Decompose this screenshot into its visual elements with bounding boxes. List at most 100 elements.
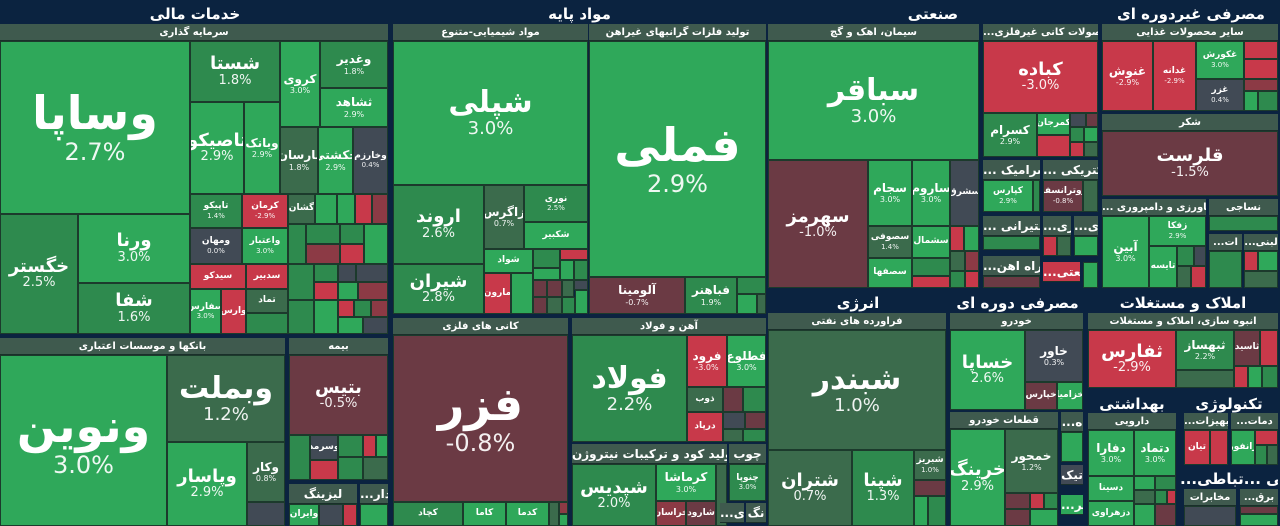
tile-zob[interactable]: ذوب — [687, 387, 723, 412]
tile-abin[interactable]: آبین 3.0% — [1102, 216, 1149, 288]
tile-kermasha[interactable]: کرماشا 3.0% — [656, 464, 716, 501]
tile-small[interactable] — [574, 280, 588, 290]
tile-small[interactable] — [1234, 366, 1248, 388]
tile-dsina[interactable]: دسینا — [1088, 476, 1134, 501]
industry-title-steel[interactable]: آهن و فولاد — [572, 318, 766, 335]
tile-shiran[interactable]: شیران 2.8% — [393, 264, 484, 314]
tile-small[interactable] — [1244, 59, 1278, 79]
tile-shasta[interactable]: شستا 1.8% — [190, 41, 280, 102]
tile-small[interactable] — [306, 244, 340, 264]
tile-small[interactable] — [1258, 251, 1278, 271]
tile-kechad[interactable]: کچاد — [393, 502, 463, 526]
tile-small[interactable] — [1244, 41, 1278, 59]
tile-shoad[interactable]: شواد — [484, 249, 533, 273]
tile-thehsaz[interactable]: ثبهساز 2.2% — [1176, 330, 1234, 370]
sector-title-telecom[interactable]: ...اهی ...تباطی — [1180, 470, 1278, 488]
tile-small[interactable] — [1134, 504, 1155, 526]
tile-shekbir[interactable]: شکبیر — [524, 222, 588, 249]
tile-small[interactable] — [1155, 490, 1167, 504]
tile-sesufi[interactable]: سصوفی 1.4% — [868, 226, 912, 258]
tile-small[interactable] — [1005, 493, 1030, 509]
tile-noori[interactable]: نوری 2.5% — [524, 185, 588, 222]
tile-small[interactable] — [1244, 79, 1278, 91]
tile-small[interactable] — [547, 280, 562, 297]
tile-small[interactable] — [950, 251, 965, 271]
tile-vabank[interactable]: وبانک 2.9% — [244, 102, 280, 194]
tile-sesfaha[interactable]: سصفها — [868, 258, 912, 288]
industry-title-misc3[interactable]: ...نعتی — [1043, 262, 1080, 282]
industry-title-chemicals[interactable]: مواد شیمیایی-متنوع — [393, 24, 588, 41]
tile-small[interactable] — [246, 313, 288, 334]
tile-small[interactable] — [743, 387, 766, 412]
tile-small[interactable] — [1033, 180, 1040, 212]
tile-small[interactable] — [743, 429, 766, 442]
tile-small[interactable] — [914, 496, 928, 526]
tile-seydko[interactable]: سیدکو — [190, 264, 246, 289]
tile-shpadis[interactable]: شپدیس 2.0% — [572, 464, 656, 526]
tile-small[interactable] — [547, 297, 562, 314]
tile-small[interactable] — [1244, 271, 1278, 288]
tile-shabandar[interactable]: شبندر 1.0% — [768, 330, 946, 450]
tile-small[interactable] — [1061, 432, 1083, 462]
tile-small[interactable] — [338, 457, 363, 480]
industry-title-banks[interactable]: بانکها و موسسات اعتباری — [0, 338, 285, 355]
industry-title-metal-ores[interactable]: کانی های فلزی — [393, 318, 568, 335]
tile-temad[interactable]: تماد — [246, 289, 288, 313]
tile-small[interactable] — [1070, 113, 1086, 127]
tile-small[interactable] — [363, 435, 376, 457]
industry-title-food[interactable]: سایر محصولات غذایی — [1102, 24, 1278, 41]
tile-sarum[interactable]: ساروم 3.0% — [912, 160, 950, 226]
tile-kama[interactable]: کاما — [463, 502, 506, 526]
industry-title-misc2[interactable]: ...لبنی — [1244, 234, 1278, 251]
sector-title-basic-materials[interactable]: مواد پایه — [548, 5, 611, 23]
tile-small[interactable] — [1248, 366, 1262, 388]
tile-small[interactable] — [1176, 370, 1234, 388]
tile-small[interactable] — [511, 273, 533, 314]
tile-khpars[interactable]: خپارس — [1025, 382, 1057, 410]
tile-small[interactable] — [1177, 246, 1194, 266]
tile-fiahenar[interactable]: فباهنر 1.9% — [685, 277, 737, 314]
tile-ghazaneh[interactable]: غدانه -2.9% — [1153, 41, 1196, 111]
industry-title-nonmetal[interactable]: ...حصولات کانی غیرفلزی — [983, 24, 1098, 41]
tile-vnovin[interactable]: ونوین 3.0% — [0, 355, 167, 526]
tile-ghanoosh[interactable]: غنوش -2.9% — [1102, 41, 1153, 111]
industry-title-ceramic[interactable]: ... و سرامیک — [983, 160, 1040, 180]
sector-title-real-estate[interactable]: املاک و مستغلات — [1119, 294, 1247, 312]
tile-small[interactable] — [983, 276, 1040, 288]
tile-small[interactable] — [1184, 506, 1236, 526]
tile-small[interactable] — [1255, 445, 1267, 465]
tile-alumina[interactable]: آلومینا -0.7% — [589, 277, 685, 314]
tile-small[interactable] — [1255, 430, 1278, 445]
industry-title-investment[interactable]: سرمایه گذاری — [0, 24, 388, 41]
tile-ghazar[interactable]: غزر 0.4% — [1196, 79, 1244, 111]
tile-small[interactable] — [343, 504, 357, 526]
tile-small[interactable] — [559, 514, 568, 526]
tile-small[interactable] — [1262, 366, 1278, 388]
tile-small[interactable] — [559, 502, 568, 514]
tile-shetran[interactable]: شتران 0.7% — [768, 450, 852, 526]
tile-dzahravi[interactable]: دزهراوی — [1088, 501, 1134, 526]
tile-small[interactable] — [1244, 91, 1258, 111]
industry-title-wood[interactable]: چوب — [729, 444, 766, 464]
tile-shefa[interactable]: شفا 1.6% — [78, 283, 190, 334]
tile-small[interactable] — [315, 194, 337, 224]
tile-sejam[interactable]: سجام 3.0% — [868, 160, 912, 226]
tile-zagros[interactable]: زاگرس 0.7% — [484, 185, 524, 249]
tile-kadama[interactable]: کدما — [506, 502, 549, 526]
tile-small[interactable] — [950, 271, 965, 288]
tile-small[interactable] — [288, 300, 314, 334]
tile-small[interactable] — [356, 264, 388, 282]
tile-small[interactable] — [1074, 236, 1098, 256]
tile-small[interactable] — [376, 435, 388, 457]
tile-small[interactable] — [983, 236, 1040, 250]
tile-vbmellat[interactable]: وبملت 1.2% — [167, 355, 285, 442]
tile-small[interactable] — [372, 194, 388, 224]
industry-title-auto-parts[interactable]: قطعات خودرو — [950, 412, 1058, 429]
tile-viran[interactable]: وایران — [289, 504, 319, 526]
tile-small[interactable] — [965, 251, 979, 271]
tile-tapiko[interactable]: تاصیکو2.9% — [190, 102, 244, 194]
tile-small[interactable] — [337, 194, 355, 224]
industry-title-refinery[interactable]: فراورده های نفتی — [768, 313, 946, 330]
tile-small[interactable] — [371, 300, 388, 317]
tile-dfara[interactable]: دفارا 3.0% — [1088, 430, 1134, 476]
